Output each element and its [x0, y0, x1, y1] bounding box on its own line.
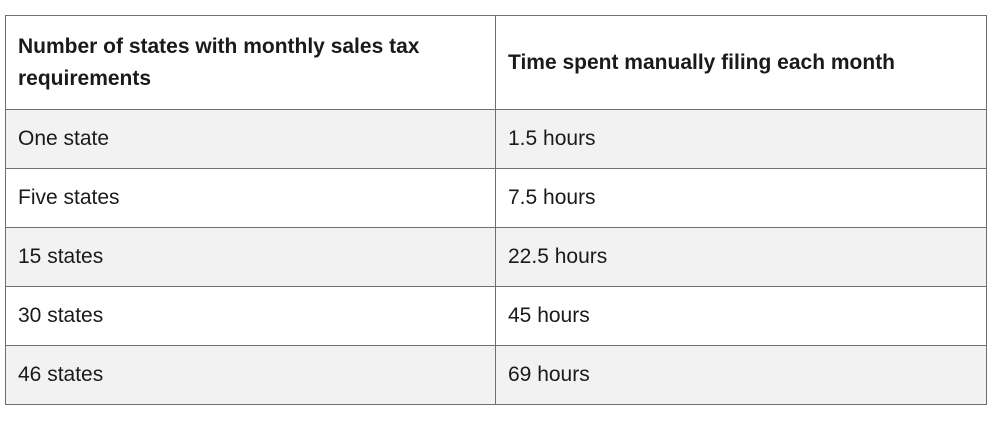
- cell-time: 45 hours: [495, 286, 987, 346]
- header-number-of-states: Number of states with monthly sales tax …: [5, 15, 496, 110]
- cell-states: Five states: [5, 168, 496, 228]
- cell-time: 69 hours: [495, 345, 987, 405]
- table-header: Number of states with monthly sales tax …: [5, 15, 987, 110]
- cell-time: 1.5 hours: [495, 109, 987, 169]
- table-row: 15 states 22.5 hours: [5, 227, 987, 287]
- cell-time: 22.5 hours: [495, 227, 987, 287]
- cell-time: 7.5 hours: [495, 168, 987, 228]
- table-body: One state 1.5 hours Five states 7.5 hour…: [5, 109, 987, 405]
- cell-states: 46 states: [5, 345, 496, 405]
- header-row: Number of states with monthly sales tax …: [5, 15, 987, 110]
- header-time-spent: Time spent manually filing each month: [495, 15, 987, 110]
- table-row: 30 states 45 hours: [5, 286, 987, 346]
- sales-tax-table-container: Number of states with monthly sales tax …: [5, 15, 987, 405]
- table-row: One state 1.5 hours: [5, 109, 987, 169]
- table-row: 46 states 69 hours: [5, 345, 987, 405]
- cell-states: 30 states: [5, 286, 496, 346]
- sales-tax-filing-table: Number of states with monthly sales tax …: [5, 15, 987, 405]
- cell-states: 15 states: [5, 227, 496, 287]
- cell-states: One state: [5, 109, 496, 169]
- table-row: Five states 7.5 hours: [5, 168, 987, 228]
